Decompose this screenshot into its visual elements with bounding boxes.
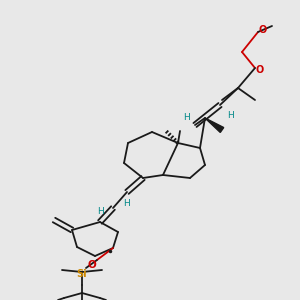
Text: O: O [256,65,264,75]
Text: Si: Si [77,269,87,279]
Text: H: H [184,112,190,122]
Text: H: H [97,208,104,217]
Polygon shape [205,118,224,133]
Text: H: H [123,200,129,208]
Text: O: O [88,260,96,270]
Text: O: O [259,25,267,35]
Text: H: H [226,110,233,119]
